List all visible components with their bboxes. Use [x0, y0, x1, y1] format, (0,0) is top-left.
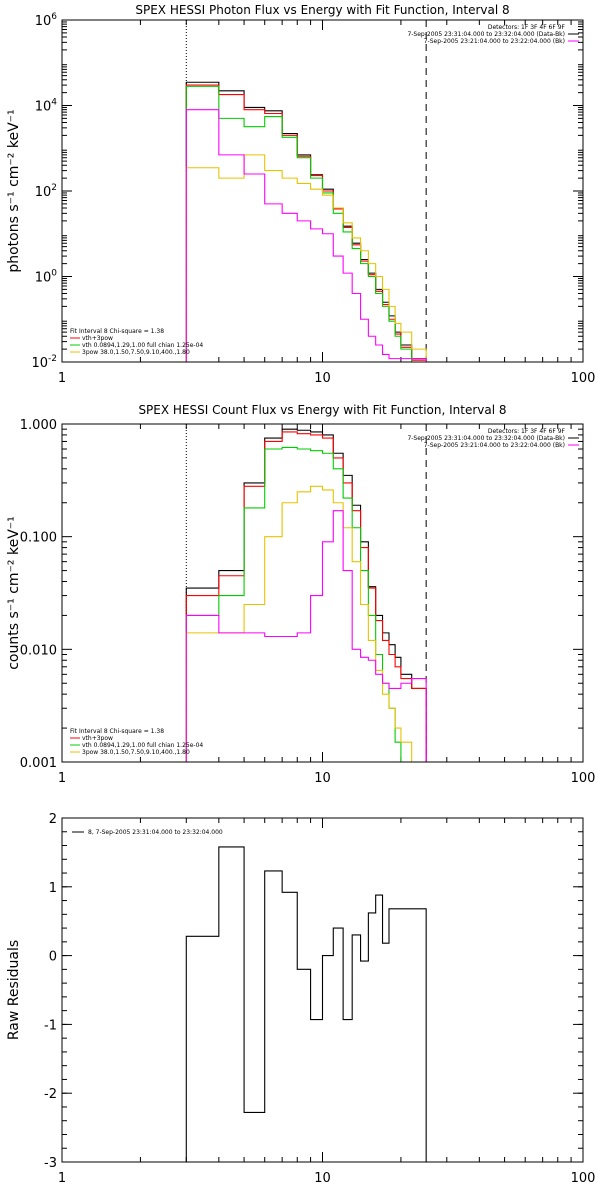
chart-title: SPEX HESSI Photon Flux vs Energy with Fi… — [135, 3, 509, 17]
plot-frame — [61, 817, 584, 1163]
y-tick-label: -3 — [44, 1156, 57, 1171]
plot-frame — [61, 19, 584, 363]
panel-2: SPEX HESSI Count Flux vs Energy with Fit… — [6, 403, 595, 786]
info-line: Detectors: 1F 3F 4F 6F 9F — [488, 24, 566, 31]
y-tick-label: 100 — [35, 269, 58, 286]
fit-legend-line: vth+3pow — [82, 335, 113, 342]
fit-legend-line: 3pow 38.0,1.50,7.50,9.10,400.,1.80 — [82, 749, 190, 756]
y-axis-label: Raw Residuals — [6, 940, 22, 1040]
y-tick-label: 106 — [35, 12, 58, 29]
y-tick-label: 1 — [49, 881, 57, 896]
series-1-histogram — [185, 846, 427, 1162]
series-4-histogram — [185, 154, 427, 362]
x-tick-label: 10 — [314, 1171, 331, 1186]
series-5-histogram — [185, 109, 427, 362]
series-group — [185, 428, 427, 762]
y-tick-label: 0.010 — [20, 643, 57, 658]
fit-legend-line: Fit Interval 8 Chi-square = 1.38 — [70, 728, 164, 735]
fit-legend-line: vth 0.0894,1.29,1.00 full chian 1.25e-04 — [82, 742, 203, 749]
y-tick-label: 0 — [49, 950, 57, 965]
y-tick-label: 0.100 — [20, 531, 57, 546]
y-tick-label: 1.000 — [20, 418, 57, 433]
y-tick-label: 10-2 — [31, 354, 57, 371]
series-1-histogram — [185, 81, 427, 362]
series-2-histogram — [185, 431, 427, 762]
info-line: 7-Sep-2005 23:31:04.000 to 23:32:04.000 … — [407, 31, 565, 38]
series-3-histogram — [185, 85, 427, 362]
x-tick-label: 100 — [571, 371, 596, 386]
y-tick-label: 104 — [35, 98, 58, 115]
info-line: 7-Sep-2005 23:31:04.000 to 23:32:04.000 … — [407, 435, 565, 442]
x-tick-label: 100 — [571, 771, 596, 786]
series-5-histogram — [185, 510, 427, 762]
series-3-histogram — [185, 446, 427, 762]
info-line: 7-Sep-2005 23:21:04.000 to 23:22:04.000 … — [424, 442, 565, 449]
info-line: Detectors: 1F 3F 4F 6F 9F — [488, 428, 566, 435]
chart-title: SPEX HESSI Count Flux vs Energy with Fit… — [138, 403, 506, 417]
y-tick-label: -1 — [44, 1018, 57, 1033]
panel-1: SPEX HESSI Photon Flux vs Energy with Fi… — [6, 3, 595, 386]
y-tick-label: 2 — [49, 812, 57, 827]
info-line: 7-Sep-2005 23:21:04.000 to 23:22:04.000 … — [424, 38, 565, 45]
x-tick-label: 1 — [58, 1171, 66, 1186]
panel-3: 1 10 100 -3 -2 -1 0 1 2 Raw Residuals 8, 7-Sep-200… — [6, 812, 595, 1186]
y-tick-label: 0.001 — [20, 756, 57, 771]
y-tick-label: -2 — [44, 1087, 57, 1102]
y-axis-label: photons s⁻¹ cm⁻² keV⁻¹ — [6, 109, 22, 272]
y-axis-label: counts s⁻¹ cm⁻² keV⁻¹ — [6, 516, 22, 670]
x-tick-label: 1 — [58, 771, 66, 786]
series-group — [185, 846, 427, 1162]
fit-legend-line: 3pow 38.0,1.50,7.50,9.10,400.,1.80 — [82, 349, 190, 356]
x-tick-label: 10 — [314, 771, 331, 786]
series-group — [185, 81, 427, 362]
plot-frame — [61, 423, 584, 763]
x-tick-label: 1 — [58, 371, 66, 386]
fit-legend-line: vth+3pow — [82, 735, 113, 742]
residual-legend-label: 8, 7-Sep-2005 23:31:04.000 to 23:32:04.0… — [88, 829, 223, 836]
fit-legend-line: Fit Interval 8 Chi-square = 1.38 — [70, 328, 164, 335]
y-tick-label: 102 — [35, 183, 57, 200]
x-tick-label: 10 — [314, 371, 331, 386]
x-tick-label: 100 — [571, 1171, 596, 1186]
series-2-histogram — [185, 84, 427, 362]
series-4-histogram — [185, 485, 427, 762]
fit-legend-line: vth 0.0894,1.29,1.00 full chian 1.25e-04 — [82, 342, 203, 349]
